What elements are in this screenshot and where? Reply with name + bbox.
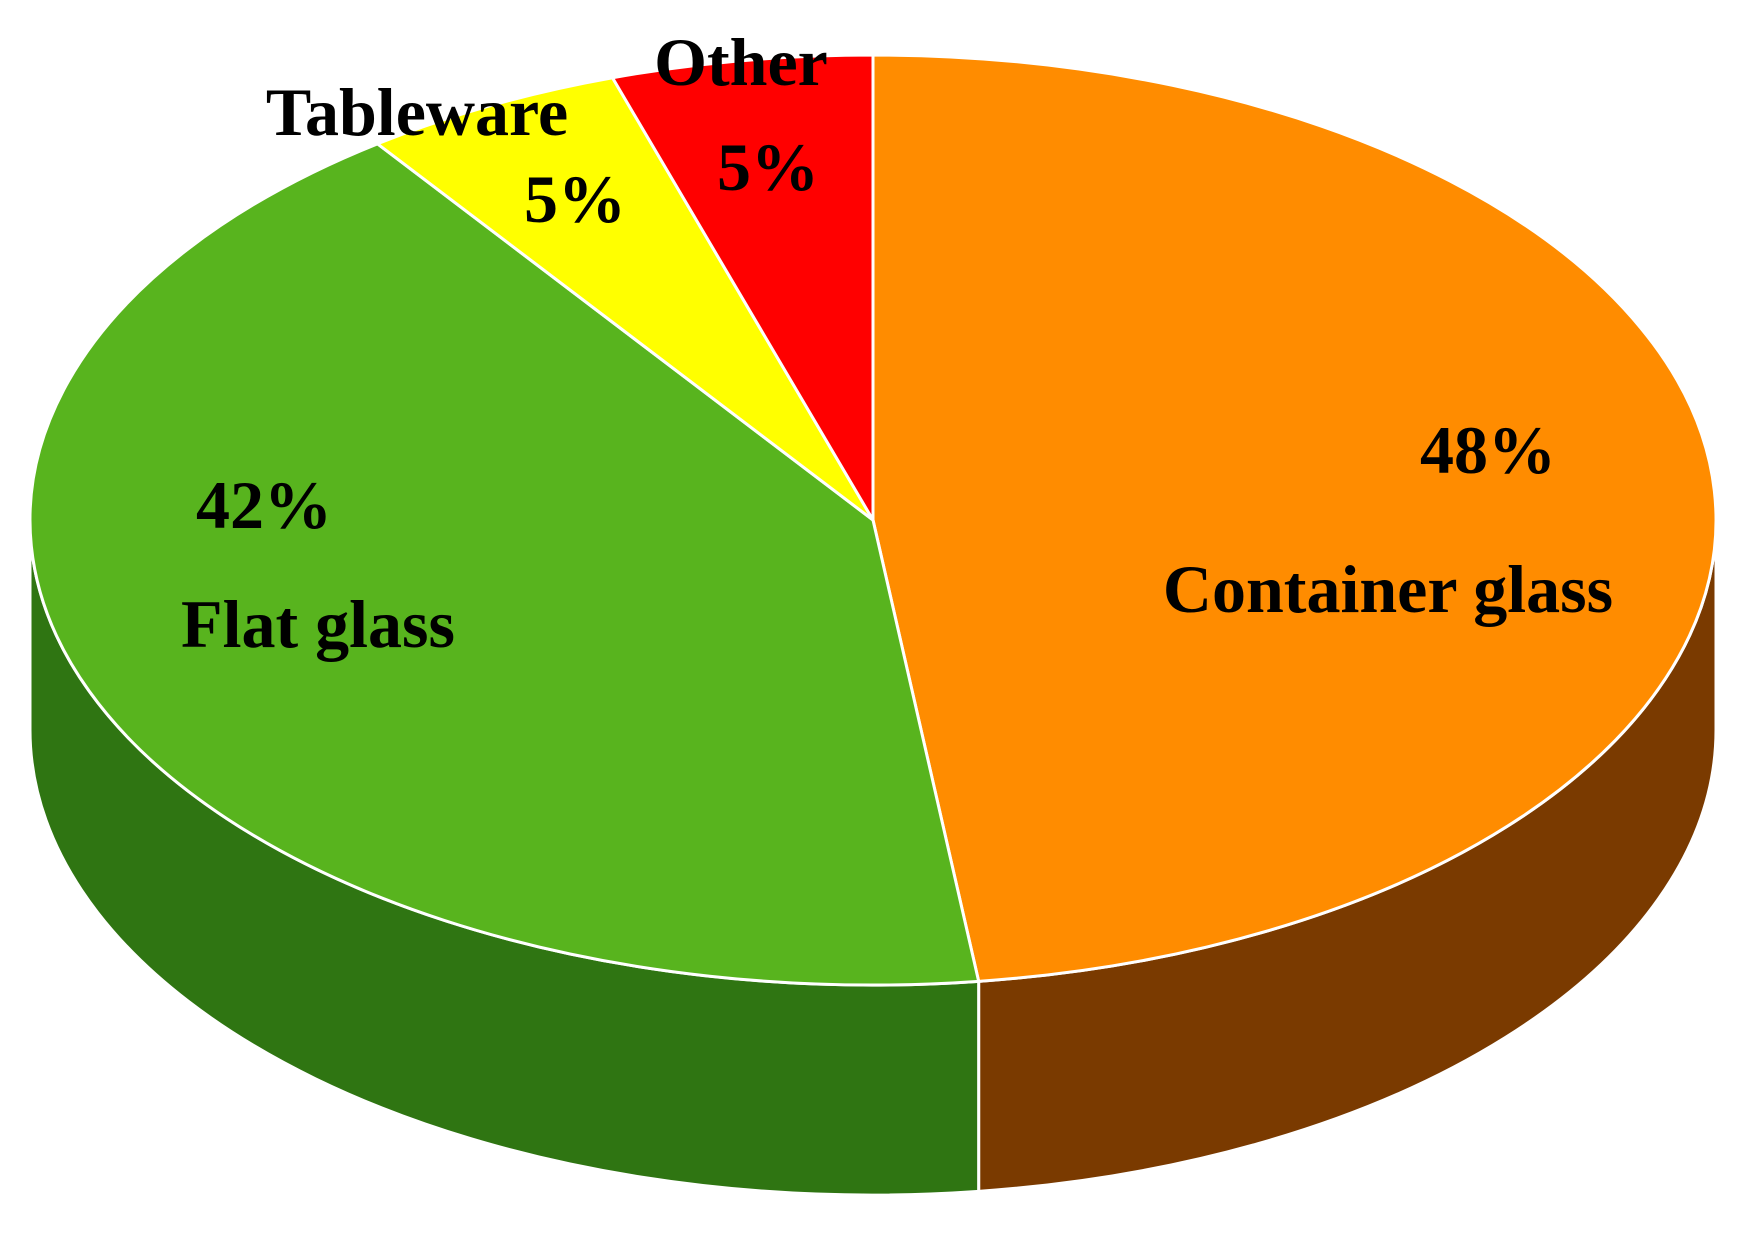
pie-slice-flat-glass [28, 142, 981, 987]
pie-slice-other [610, 53, 875, 522]
pie-labels: Container glass 48% Flat glass 42% Table… [181, 24, 1613, 662]
slice-label-flat-glass: Flat glass [181, 586, 455, 662]
slice-value-tableware: 5% [524, 161, 626, 237]
slice-value-flat-glass: 42% [196, 467, 332, 543]
pie-slice-tableware [375, 76, 875, 522]
slice-value-other: 5% [717, 129, 819, 205]
slice-label-tableware: Tableware [266, 74, 568, 150]
pie-slice-container-glass [871, 53, 1718, 983]
slice-value-container-glass: 48% [1420, 412, 1556, 488]
slice-label-container-glass: Container glass [1163, 551, 1613, 627]
slice-label-other: Other [654, 24, 828, 100]
pie-top-faces [28, 53, 1718, 987]
